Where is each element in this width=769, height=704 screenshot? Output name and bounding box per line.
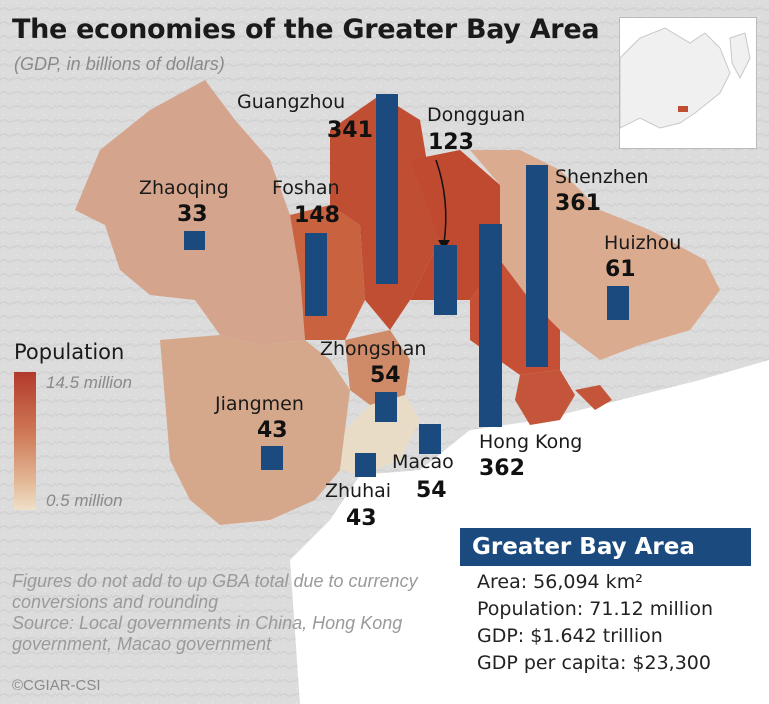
summary-gdp: GDP: $1.642 trillion: [477, 625, 663, 647]
jiangmen-region: [160, 335, 350, 525]
summary-area: Area: 56,094 km²: [477, 571, 643, 593]
legend-color-ramp: [14, 372, 36, 510]
page-subtitle: (GDP, in billions of dollars): [14, 54, 225, 74]
summary-population: Population: 71.12 million: [477, 598, 713, 620]
label-hongkong: Hong Kong: [479, 431, 583, 453]
bar-dongguan: [434, 245, 457, 315]
bar-foshan: [305, 233, 327, 316]
bar-guangzhou: [376, 94, 398, 284]
bar-jiangmen: [261, 446, 283, 470]
dongguan-pointer: [435, 159, 447, 244]
gba-locator-marker: [678, 106, 688, 112]
bar-hongkong: [479, 224, 502, 427]
bar-zhongshan: [375, 392, 397, 422]
value-shenzhen: 361: [555, 191, 601, 216]
zhongshan-region: [345, 330, 410, 405]
value-macao: 54: [416, 478, 447, 503]
label-zhuhai: Zhuhai: [325, 480, 392, 502]
legend-max-label: 14.5 million: [46, 373, 132, 392]
footnote-source: Source: Local governments in China, Hong…: [12, 613, 403, 654]
summary-gdp-per-capita: GDP per capita: $23,300: [477, 652, 711, 674]
dongguan-region: [410, 150, 500, 300]
credit: ©CGIAR-CSI: [12, 677, 101, 694]
label-macao: Macao: [392, 451, 454, 473]
label-jiangmen: Jiangmen: [215, 393, 304, 415]
bar-huizhou: [607, 286, 629, 320]
label-huizhou: Huizhou: [604, 232, 682, 254]
value-hongkong: 362: [479, 456, 525, 481]
zhaoqing-region: [75, 80, 305, 345]
summary-panel: Greater Bay Area Area: 56,094 km² Popula…: [460, 528, 760, 696]
legend-title: Population: [14, 340, 125, 364]
value-zhuhai: 43: [346, 506, 377, 531]
value-zhaoqing: 33: [177, 202, 208, 227]
label-guangzhou: Guangzhou: [237, 91, 346, 113]
bar-shenzhen: [526, 165, 548, 367]
label-foshan: Foshan: [272, 177, 340, 199]
label-zhongshan: Zhongshan: [320, 338, 427, 360]
value-huizhou: 61: [605, 257, 636, 282]
page-title: The economies of the Greater Bay Area: [12, 14, 600, 45]
value-foshan: 148: [294, 203, 340, 228]
bar-zhaoqing: [184, 231, 205, 250]
inset-locator-map: [619, 17, 757, 149]
bar-zhuhai: [355, 453, 376, 477]
summary-title: Greater Bay Area: [460, 528, 751, 566]
legend-min-label: 0.5 million: [46, 491, 123, 510]
label-dongguan: Dongguan: [427, 104, 526, 126]
value-zhongshan: 54: [370, 363, 401, 388]
footnote-rounding: Figures do not add to up GBA total due t…: [12, 571, 418, 612]
value-dongguan: 123: [428, 130, 474, 155]
label-zhaoqing: Zhaoqing: [139, 177, 229, 199]
bar-macao: [419, 424, 441, 454]
hongkong-region: [515, 370, 575, 425]
footnotes: Figures do not add to up GBA total due t…: [12, 571, 432, 655]
value-jiangmen: 43: [257, 418, 288, 443]
label-shenzhen: Shenzhen: [555, 166, 649, 188]
value-guangzhou: 341: [327, 118, 373, 143]
